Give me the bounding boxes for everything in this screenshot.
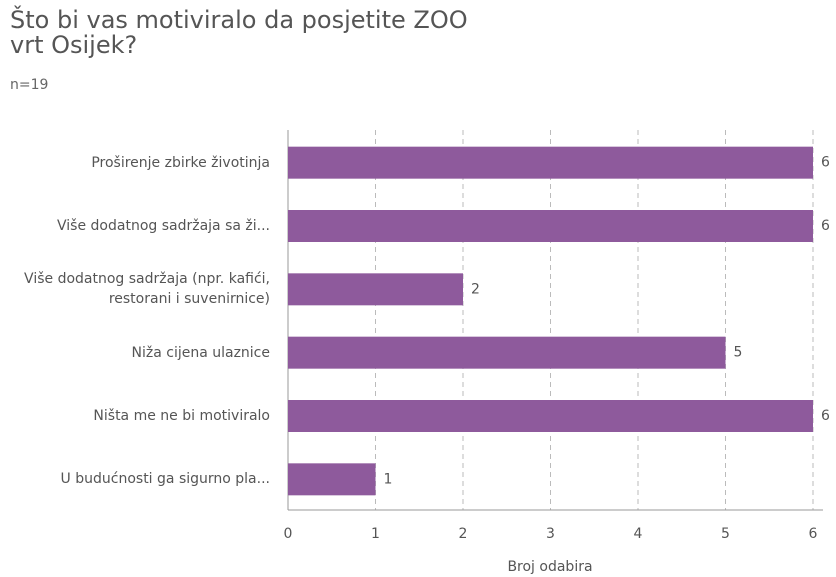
- data-label: 6: [821, 218, 830, 234]
- y-tick-label: U budućnosti ga sigurno pla...: [60, 471, 270, 488]
- data-label: 5: [734, 345, 743, 361]
- x-tick-label: 1: [371, 526, 380, 542]
- bar: [288, 400, 813, 432]
- bar: [288, 146, 813, 179]
- y-tick-label: Niža cijena ulaznice: [131, 344, 271, 361]
- x-axis-label: Broj odabira: [507, 559, 592, 575]
- data-label: 1: [384, 471, 393, 487]
- x-tick-label: 4: [634, 526, 643, 542]
- y-tick-label: Više dodatnog sadržaja sa ži...: [57, 218, 270, 234]
- data-label: 6: [821, 408, 830, 424]
- y-tick-label: Proširenje zbirke životinja: [91, 154, 270, 171]
- data-label: 6: [821, 155, 830, 171]
- chart-subtitle: n=19: [10, 77, 49, 93]
- y-tick-label: Ništa me ne bi motiviralo: [93, 408, 270, 424]
- bar: [288, 463, 376, 496]
- x-tick-label: 0: [284, 526, 293, 542]
- bar: [288, 210, 813, 242]
- chart-title: Što bi vas motiviralo da posjetite ZOO v…: [10, 6, 468, 59]
- x-tick-label: 3: [546, 526, 555, 542]
- bar: [288, 273, 463, 306]
- x-tick-label: 5: [721, 526, 730, 542]
- data-label: 2: [471, 281, 480, 297]
- x-tick-label: 2: [459, 526, 468, 542]
- bar: [288, 336, 726, 369]
- y-tick-label: Više dodatnog sadržaja (npr. kafići, res…: [24, 271, 270, 308]
- x-tick-label: 6: [809, 526, 818, 542]
